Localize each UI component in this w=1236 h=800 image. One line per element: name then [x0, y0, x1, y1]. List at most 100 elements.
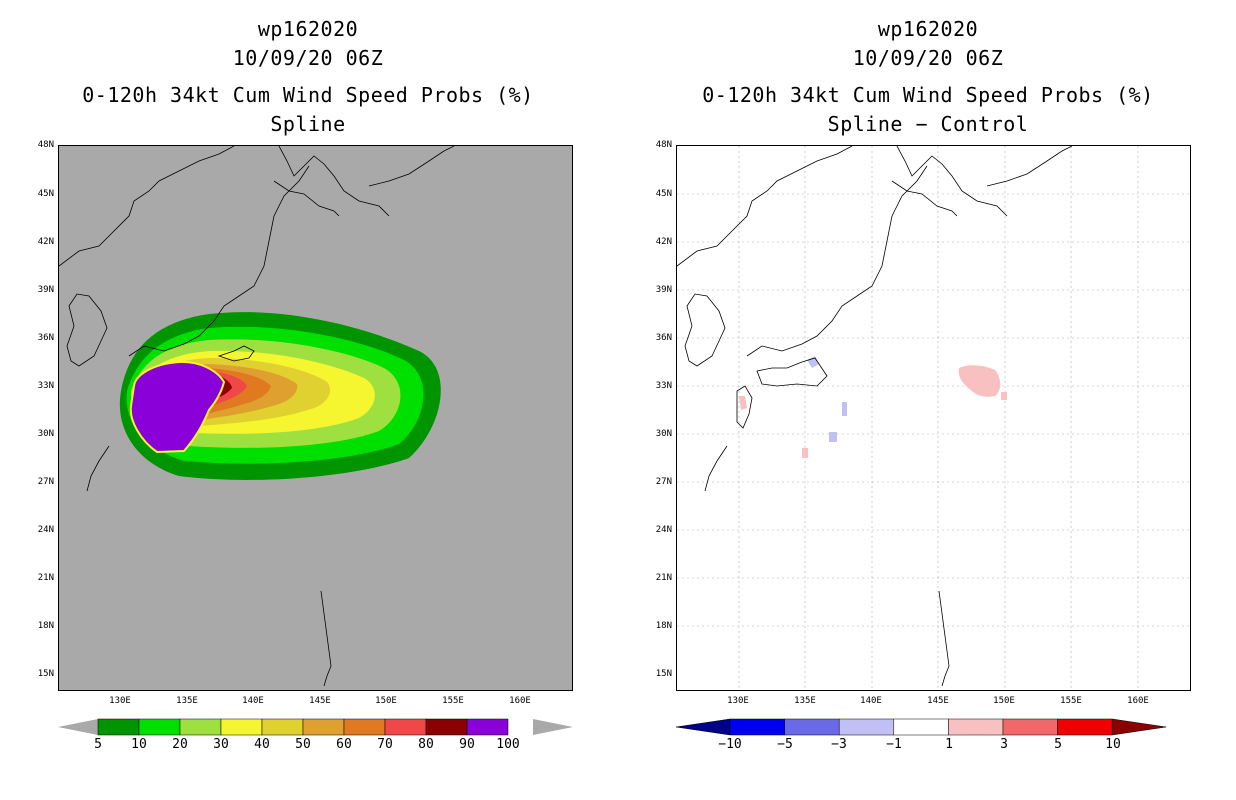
- left-date-time: 10/09/20 06Z: [232, 46, 384, 70]
- left-title-block: wp162020 10/09/20 06Z 0-120h 34kt Cum Wi…: [48, 15, 568, 139]
- right-colorbar: [676, 718, 1167, 736]
- left-storm-id: wp162020: [257, 17, 359, 41]
- positive-diff-patch: [739, 396, 747, 410]
- cb-label: 20: [172, 737, 188, 752]
- lat-24: 24N: [655, 525, 672, 535]
- lon-160: 160E: [1127, 696, 1149, 706]
- lat-27: 27N: [655, 477, 672, 487]
- lon-135: 135E: [794, 696, 816, 706]
- cb-label: −3: [831, 737, 847, 752]
- lat-36: 36N: [655, 333, 672, 343]
- lon-140: 140E: [860, 696, 882, 706]
- cb-label: 5: [94, 737, 102, 752]
- lon-160: 160E: [509, 696, 531, 706]
- cb-label: 30: [213, 737, 229, 752]
- colorbar-segment: [384, 718, 427, 736]
- right-storm-id: wp162020: [877, 17, 979, 41]
- colorbar-segment: [343, 718, 386, 736]
- right-subtitle: Spline − Control: [827, 112, 1029, 136]
- cb-label: 1: [945, 737, 953, 752]
- lon-145: 145E: [927, 696, 949, 706]
- negative-diff-patch: [829, 432, 837, 442]
- cb-label: 80: [418, 737, 434, 752]
- colorbar-over-triangle: [533, 719, 573, 735]
- lat-18: 18N: [655, 621, 672, 631]
- colorbar-segment: [1057, 718, 1113, 736]
- left-coastlines: [59, 146, 455, 687]
- lon-135: 135E: [176, 696, 198, 706]
- left-map-svg: [59, 146, 455, 687]
- lat-15: 15N: [655, 669, 672, 679]
- lat-27: 27N: [37, 477, 54, 487]
- colorbar-segment: [220, 718, 263, 736]
- cb-label: 5: [1054, 737, 1062, 752]
- left-colorbar: [58, 718, 573, 736]
- right-product-title: 0-120h 34kt Cum Wind Speed Probs (%): [702, 83, 1154, 107]
- colorbar-segment: [425, 718, 468, 736]
- left-product-title: 0-120h 34kt Cum Wind Speed Probs (%): [82, 83, 534, 107]
- lat-15: 15N: [37, 669, 54, 679]
- colorbar-segment: [1002, 718, 1058, 736]
- cb-label: 50: [295, 737, 311, 752]
- lat-42: 42N: [655, 237, 672, 247]
- left-colorbar-segments: [97, 718, 509, 736]
- colorbar-segment: [261, 718, 304, 736]
- lat-18: 18N: [37, 621, 54, 631]
- negative-diff-patch: [842, 402, 847, 416]
- colorbar-segment: [97, 718, 140, 736]
- left-probability-map: 48N: [58, 145, 573, 691]
- lon-130: 130E: [109, 696, 131, 706]
- lon-145: 145E: [309, 696, 331, 706]
- left-subtitle: Spline: [270, 112, 346, 136]
- colorbar-segment: [179, 718, 222, 736]
- lon-155: 155E: [1060, 696, 1082, 706]
- right-coastlines: [677, 146, 1073, 687]
- lat-33: 33N: [37, 381, 54, 391]
- lon-130: 130E: [727, 696, 749, 706]
- lat-48: 48N: [655, 140, 672, 150]
- positive-diff-patch: [802, 448, 808, 458]
- positive-diff-patch: [1001, 392, 1007, 400]
- lat-36: 36N: [37, 333, 54, 343]
- right-title-block: wp162020 10/09/20 06Z 0-120h 34kt Cum Wi…: [668, 15, 1188, 139]
- cb-label: 100: [496, 737, 520, 752]
- lat-21: 21N: [655, 573, 672, 583]
- cb-label: 10: [1105, 737, 1121, 752]
- cb-label: −5: [777, 737, 793, 752]
- colorbar-segment: [893, 718, 949, 736]
- cb-label: 90: [459, 737, 475, 752]
- lat-39: 39N: [655, 285, 672, 295]
- colorbar-segment: [302, 718, 345, 736]
- colorbar-segment: [838, 718, 895, 736]
- lat-21: 21N: [37, 573, 54, 583]
- lat-30: 30N: [37, 429, 54, 439]
- colorbar-segment: [676, 718, 731, 736]
- right-gridlines: [677, 146, 1190, 690]
- lat-45: 45N: [655, 189, 672, 199]
- cb-label: 70: [377, 737, 393, 752]
- lat-42: 42N: [37, 237, 54, 247]
- right-colorbar-segments: [676, 718, 1167, 736]
- right-difference-map: [676, 145, 1191, 691]
- lat-48: 48N: [37, 140, 54, 150]
- lat-33: 33N: [655, 381, 672, 391]
- colorbar-segment: [729, 718, 785, 736]
- right-date-time: 10/09/20 06Z: [852, 46, 1004, 70]
- lon-150: 150E: [993, 696, 1015, 706]
- cb-label: −10: [718, 737, 742, 752]
- colorbar-segment: [138, 718, 181, 736]
- colorbar-segment: [1111, 718, 1167, 736]
- lon-140: 140E: [242, 696, 264, 706]
- positive-diff-patch: [958, 365, 1001, 397]
- cb-label: 40: [254, 737, 270, 752]
- lat-30: 30N: [655, 429, 672, 439]
- lat-24: 24N: [37, 525, 54, 535]
- lon-155: 155E: [442, 696, 464, 706]
- cb-label: 10: [131, 737, 147, 752]
- colorbar-segment: [784, 718, 840, 736]
- difference-patches: [739, 356, 1007, 458]
- right-map-svg: [677, 146, 1190, 690]
- lon-150: 150E: [375, 696, 397, 706]
- cb-label: 3: [1000, 737, 1008, 752]
- prob-100-contour: [129, 360, 226, 454]
